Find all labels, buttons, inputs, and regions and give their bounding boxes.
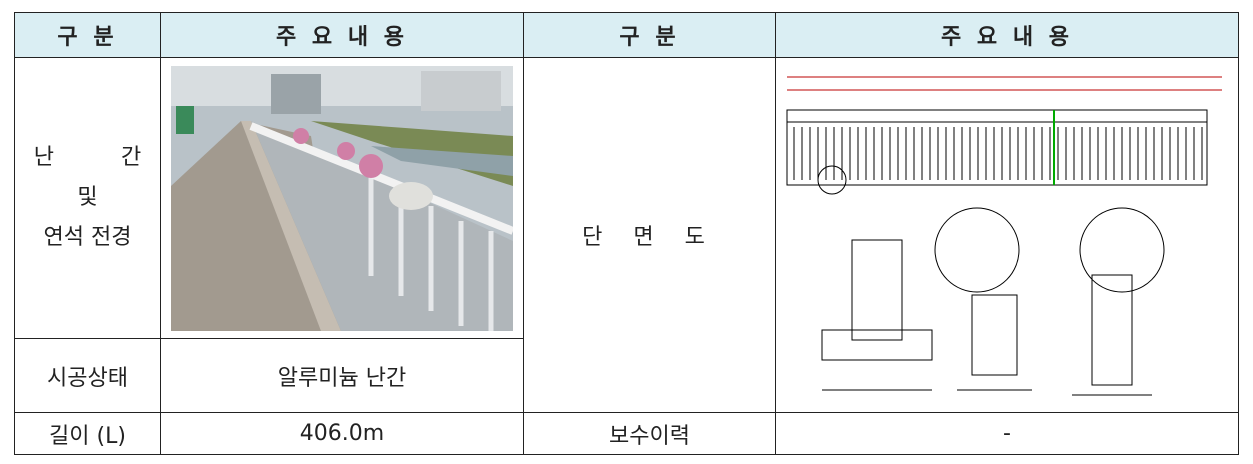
label-cell: 난 간 및 연석 전경 <box>14 57 161 339</box>
section-label-cell: 단 면 도 <box>523 57 776 413</box>
header-cell: 구 분 <box>14 12 161 58</box>
bridge-photo <box>171 65 513 331</box>
value-cell: - <box>775 412 1239 455</box>
header-row: 구 분 주 요 내 용 구 분 주 요 내 용 <box>14 12 1239 58</box>
value-cell: 406.0m <box>160 412 524 455</box>
row: 난 간 및 연석 전경 <box>14 57 1239 413</box>
label-line: 및 <box>77 185 98 210</box>
header-cell: 주 요 내 용 <box>775 12 1239 58</box>
value-cell: 알루미늄 난간 <box>160 338 524 413</box>
label-cell: 보수이력 <box>523 412 776 455</box>
drawing-cell <box>775 57 1239 413</box>
header-cell: 주 요 내 용 <box>160 12 524 58</box>
label-cell: 길이 (L) <box>14 412 161 455</box>
spec-table: 구 분 주 요 내 용 구 분 주 요 내 용 난 간 및 연석 전경 <box>14 12 1239 455</box>
photo-cell <box>160 57 524 339</box>
row: 시공상태 알루미늄 난간 <box>14 338 1239 413</box>
header-cell: 구 분 <box>523 12 776 58</box>
label-cell: 시공상태 <box>14 338 161 413</box>
row: 길이 (L) 406.0m 보수이력 - <box>14 412 1239 455</box>
label-line: 난 간 <box>33 145 142 170</box>
label-line: 연석 전경 <box>43 225 132 250</box>
section-label: 단 면 도 <box>582 225 717 250</box>
section-drawing <box>786 76 1222 396</box>
